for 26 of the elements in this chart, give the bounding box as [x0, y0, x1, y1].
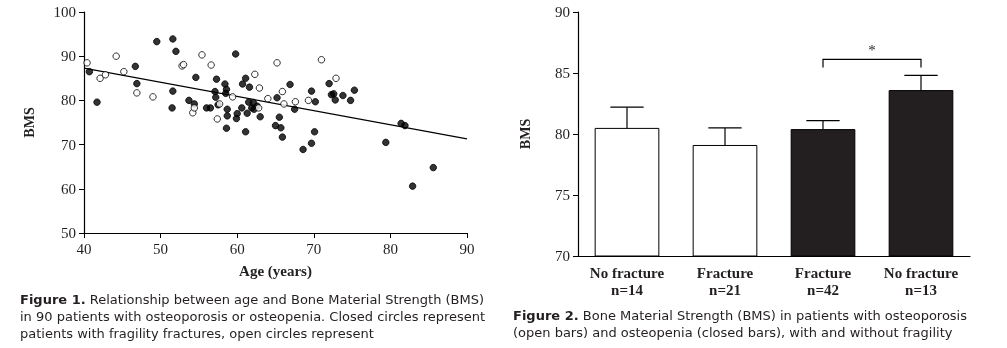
y-tick-label: 75	[555, 187, 570, 203]
caption: Figure 1.	[20, 292, 86, 307]
x-tick-label: 60	[229, 240, 245, 257]
y-axis-title: BMS	[517, 118, 533, 150]
y-axis-title: BMS	[21, 107, 37, 138]
x-axis-title: Age (years)	[239, 262, 312, 280]
y-tick-label: 80	[61, 92, 76, 109]
annotation: *	[868, 42, 876, 59]
x-tick-label: 50	[153, 240, 169, 257]
x-tick-label: 90	[459, 240, 475, 257]
y-tick-label: 80	[555, 126, 570, 142]
y-tick-label: 90	[61, 48, 76, 65]
x-tick-label: 70	[306, 240, 322, 257]
x-tick-label: No fracture n=13	[883, 264, 959, 298]
x-tick-label: No fracture n=14	[589, 264, 665, 298]
x-tick-label: Fracture n=42	[794, 264, 852, 298]
x-tick-label: 80	[382, 240, 398, 257]
y-tick-label: 50	[61, 225, 76, 241]
x-tick-label: Fracture n=21	[696, 264, 754, 298]
y-tick-label: 100	[53, 4, 76, 20]
y-tick-label: 70	[61, 136, 76, 153]
y-tick-label: 90	[555, 4, 570, 20]
y-tick-label: 85	[555, 65, 570, 81]
y-tick-label: 60	[61, 180, 76, 197]
x-tick-label: 40	[76, 240, 92, 257]
caption: Figure 2.	[513, 308, 579, 323]
